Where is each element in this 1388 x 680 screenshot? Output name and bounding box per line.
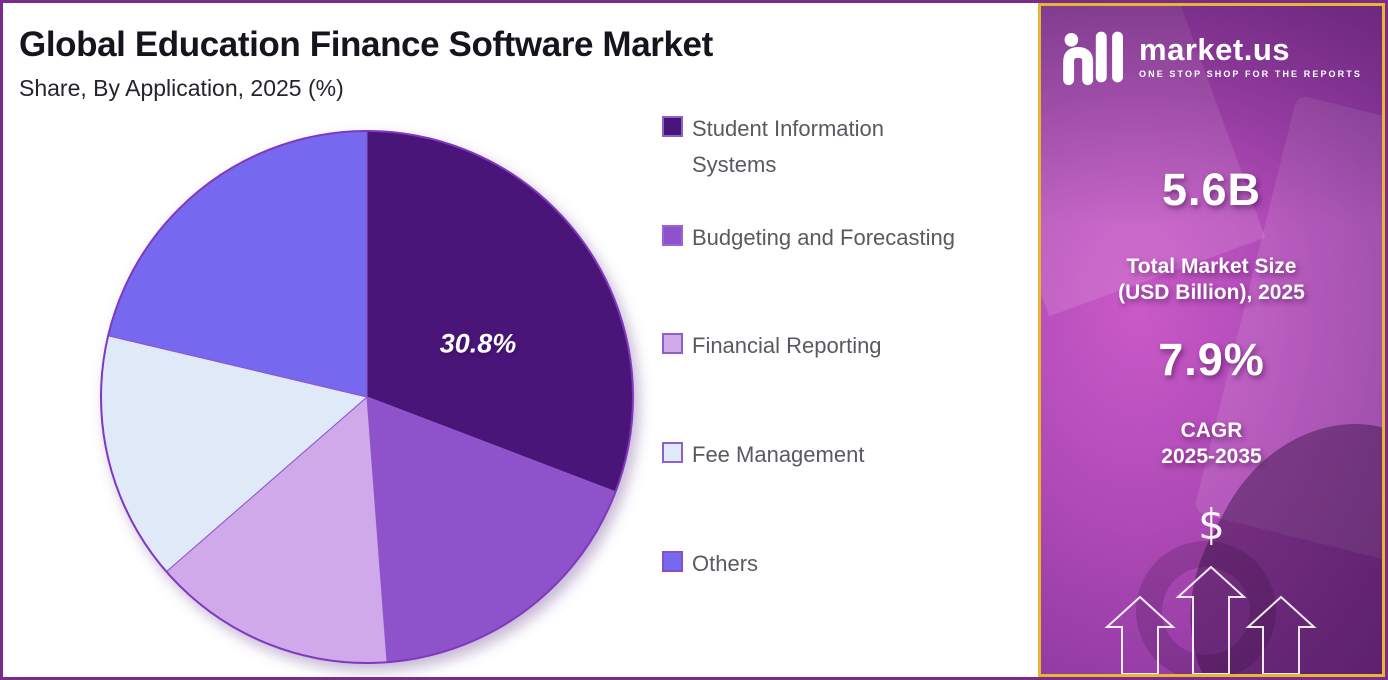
legend-swatch-financial-reporting: [662, 333, 683, 354]
legend-item-others: Others: [662, 546, 758, 582]
legend-item-fee-management: Fee Management: [662, 437, 864, 473]
up-arrow-icon: [1104, 595, 1176, 674]
brand-name: market.us: [1139, 32, 1290, 67]
page-subtitle: Share, By Application, 2025 (%): [19, 75, 344, 101]
legend-item-financial-reporting: Financial Reporting: [662, 328, 882, 364]
market-size-label-line2: (USD Billion), 2025: [1118, 281, 1305, 304]
growth-arrows: [1104, 565, 1317, 674]
legend: Student Information Systems Budgeting an…: [662, 3, 1032, 677]
legend-label: Fee Management: [692, 442, 865, 467]
legend-swatch-fee-management: [662, 442, 683, 463]
cagr-value: 7.9%: [1158, 334, 1265, 385]
up-arrow-icon: [1245, 595, 1317, 674]
pie-outline: [100, 130, 634, 664]
legend-item-student-information-systems: Student Information Systems: [662, 111, 942, 183]
pie-chart: [87, 117, 647, 677]
cagr-label-line1: CAGR: [1180, 419, 1243, 442]
legend-swatch-budgeting-and-forecasting: [662, 225, 683, 246]
marketus-logo-text: market.us ONE STOP SHOP FOR THE REPORTS: [1139, 32, 1362, 79]
legend-swatch-others: [662, 551, 683, 572]
legend-label: Others: [692, 551, 759, 576]
market-size-label-line1: Total Market Size: [1126, 255, 1297, 278]
legend-label: Student Information Systems: [692, 116, 885, 177]
cagr-label-line2: 2025-2035: [1161, 445, 1262, 468]
market-size-label: Total Market Size (USD Billion), 2025: [1041, 254, 1382, 306]
brand-sidebar: market.us ONE STOP SHOP FOR THE REPORTS …: [1038, 3, 1385, 677]
market-size-value: 5.6B: [1161, 164, 1262, 215]
page-title: Global Education Finance Software Market: [19, 25, 713, 64]
legend-label: Budgeting and Forecasting: [692, 225, 955, 250]
legend-swatch-student-information-systems: [662, 116, 683, 137]
pie-chart-svg: [100, 130, 634, 664]
cagr-label: CAGR 2025-2035: [1041, 418, 1382, 470]
marketus-logo: market.us ONE STOP SHOP FOR THE REPORTS: [1041, 28, 1382, 86]
brand-tagline: ONE STOP SHOP FOR THE REPORTS: [1139, 69, 1362, 79]
pie-slice-data-label: 30.8%: [439, 328, 517, 359]
marketus-logo-icon: [1063, 31, 1124, 86]
chart-area: Global Education Finance Software Market…: [3, 3, 1044, 677]
dollar-symbol: $: [1198, 500, 1225, 549]
legend-item-budgeting-and-forecasting: Budgeting and Forecasting: [662, 220, 955, 256]
legend-label: Financial Reporting: [692, 333, 882, 358]
up-arrow-icon: [1175, 565, 1247, 674]
